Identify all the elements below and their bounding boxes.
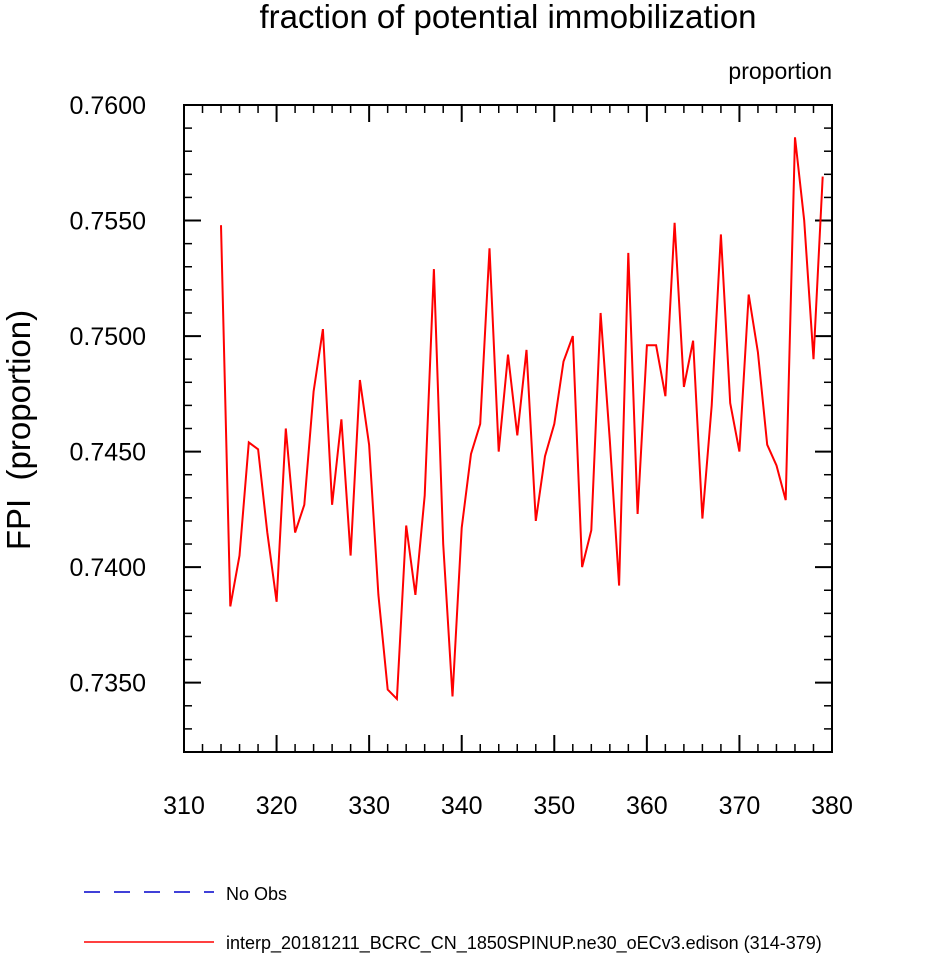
x-tick-label: 330 <box>348 792 390 820</box>
y-tick-label: 0.7500 <box>70 323 146 351</box>
y-tick-label: 0.7400 <box>70 554 146 582</box>
y-tick-label: 0.7350 <box>70 670 146 698</box>
x-tick-label: 380 <box>811 792 853 820</box>
series-line <box>220 137 824 702</box>
x-tick-label: 340 <box>441 792 483 820</box>
y-tick-labels: 0.7350 0.7400 0.7450 0.7500 0.7550 0.7600 <box>70 92 146 698</box>
units-label: proportion <box>728 58 832 84</box>
x-tick-label: 350 <box>533 792 575 820</box>
plot-frame <box>183 104 833 753</box>
legend: No Obs interp_20181211_BCRC_CN_1850SPINU… <box>84 884 822 954</box>
series-layer <box>220 137 824 702</box>
legend-no-obs-label: No Obs <box>226 884 287 904</box>
axis-ticks <box>183 104 833 753</box>
y-tick-label: 0.7550 <box>70 208 146 236</box>
y-tick-label: 0.7450 <box>70 439 146 467</box>
legend-model-label: interp_20181211_BCRC_CN_1850SPINUP.ne30_… <box>226 933 822 954</box>
x-tick-label: 310 <box>163 792 205 820</box>
x-tick-label: 370 <box>719 792 761 820</box>
y-tick-label: 0.7600 <box>70 92 146 120</box>
chart-title: fraction of potential immobilization <box>259 0 756 35</box>
y-axis-label: FPI (proportion) <box>0 310 37 550</box>
x-tick-labels: 310 320 330 340 350 360 370 380 <box>163 792 853 820</box>
x-tick-label: 360 <box>626 792 668 820</box>
x-tick-label: 320 <box>256 792 298 820</box>
